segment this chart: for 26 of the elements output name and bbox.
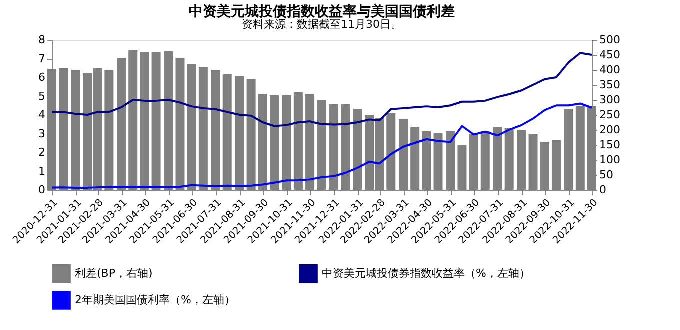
- y2-tick-label: 500: [600, 34, 620, 46]
- y2-tick-label: 400: [600, 64, 620, 76]
- y-tick-label: 2: [38, 146, 46, 159]
- y2-tick-label: 50: [600, 168, 614, 182]
- y2-tick-label: 250: [600, 108, 620, 122]
- y2-tick-label: 150: [600, 138, 620, 152]
- y-tick-label: 4: [38, 108, 46, 122]
- y-tick-label: 8: [38, 34, 46, 46]
- y-tick-label: 6: [38, 71, 46, 84]
- y2-tick-label: 450: [600, 48, 620, 62]
- y-tick-label: 3: [38, 127, 46, 140]
- legend-label: 2年期美国国债利率（%，左轴）: [75, 294, 236, 306]
- text: 资料来源：数据截至11月30日。: [242, 18, 402, 31]
- y-tick-label: 5: [38, 90, 46, 103]
- legend-label: 利差(BP，右轴): [75, 266, 153, 280]
- legend-label: 中资美元城投债券指数收益率（%，左轴）: [322, 266, 530, 280]
- y-tick-label: 7: [38, 52, 46, 66]
- line-series: [51, 52, 593, 128]
- y2-tick-label: 300: [600, 94, 620, 106]
- chart-title: 中资美元城投债指数收益率与美国国债利差: [189, 3, 455, 20]
- y2-tick-label: 350: [600, 78, 620, 92]
- y2-tick-label: 100: [600, 154, 620, 166]
- y-tick-label: 1: [38, 164, 46, 178]
- y2-tick-label: 0: [600, 184, 606, 196]
- y-tick-label: 0: [38, 184, 46, 196]
- y2-tick-label: 200: [600, 124, 620, 136]
